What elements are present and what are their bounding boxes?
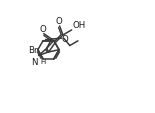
Text: H: H [40, 58, 46, 64]
Text: N: N [32, 58, 38, 67]
Text: O: O [62, 34, 69, 43]
Text: OH: OH [72, 21, 85, 30]
Text: O: O [40, 25, 47, 34]
Text: Br: Br [28, 46, 37, 55]
Text: O: O [56, 17, 63, 26]
